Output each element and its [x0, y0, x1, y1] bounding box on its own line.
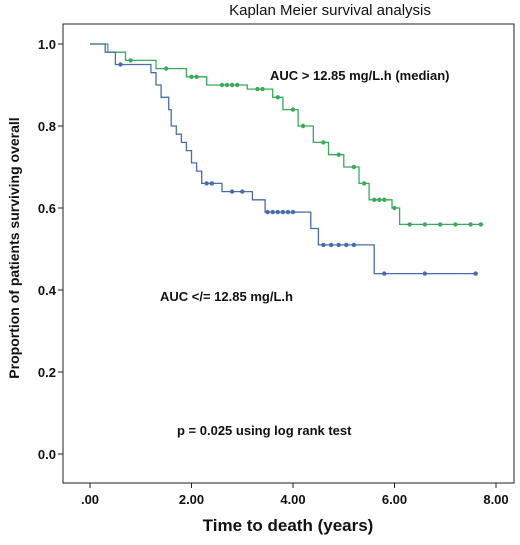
- censor-mark-high: [163, 66, 169, 71]
- censor-mark-high: [382, 197, 387, 202]
- y-axis-label: Proportion of patients surviving overall: [6, 117, 22, 378]
- censor-mark-high: [189, 74, 194, 80]
- y-tick-label: 0.6: [38, 201, 56, 216]
- censor-mark-low: [229, 189, 235, 194]
- censor-mark-low: [290, 209, 296, 215]
- censor-mark-high: [453, 222, 458, 227]
- censor-mark-low: [275, 209, 280, 215]
- censor-mark-low: [351, 242, 357, 248]
- censor-mark-high: [219, 82, 225, 88]
- censor-mark-high: [336, 152, 341, 157]
- survival-curves: [90, 43, 484, 276]
- censor-mark-low: [328, 242, 334, 248]
- annotation-high-auc: AUC > 12.85 mg/L.h (median): [270, 68, 450, 83]
- censor-mark-low: [321, 242, 326, 248]
- censor-mark-high: [260, 86, 265, 92]
- censor-mark-low: [118, 62, 123, 67]
- y-tick-label: 0.8: [38, 119, 56, 134]
- censor-mark-low: [265, 209, 270, 215]
- annotation-pvalue: p = 0.025 using log rank test: [177, 423, 352, 438]
- x-tick-label: 8.00: [483, 492, 508, 507]
- censor-mark-high: [407, 222, 412, 227]
- censor-mark-high: [321, 140, 326, 145]
- censor-mark-high: [255, 86, 260, 92]
- censor-mark-low: [422, 271, 428, 276]
- censor-mark-high: [290, 107, 296, 112]
- censor-mark-high: [194, 74, 199, 80]
- censor-mark-low: [382, 271, 387, 276]
- x-tick-label: 4.00: [280, 492, 305, 507]
- y-tick-label: 0.0: [38, 447, 56, 462]
- x-tick-label: 2.00: [179, 492, 204, 507]
- censor-mark-high: [275, 95, 280, 100]
- censor-mark-high: [128, 58, 133, 63]
- x-tick-label: .00: [81, 492, 99, 507]
- annotation-low-auc: AUC </= 12.85 mg/L.h: [160, 289, 293, 304]
- censor-mark-high: [361, 181, 367, 186]
- censor-mark-low: [204, 181, 209, 186]
- censor-mark-high: [372, 197, 377, 202]
- censor-mark-high: [478, 222, 483, 227]
- censor-mark-high: [377, 197, 382, 202]
- censor-mark-high: [392, 205, 397, 211]
- censor-mark-low: [285, 209, 291, 215]
- censor-mark-low: [270, 209, 275, 215]
- censor-mark-low: [240, 189, 245, 194]
- chart-title: Kaplan Meier survival analysis: [229, 2, 431, 19]
- censor-mark-low: [344, 242, 349, 248]
- censor-mark-low: [336, 242, 341, 248]
- censor-mark-high: [351, 164, 357, 170]
- x-tick-label: 6.00: [382, 492, 407, 507]
- y-tick-label: 1.0: [38, 37, 56, 52]
- y-axis: 0.0 0.2 0.4 0.6 0.8 1.0: [38, 37, 63, 462]
- x-axis: .00 2.00 4.00 6.00 8.00: [81, 483, 509, 507]
- plot-frame: [62, 23, 515, 484]
- censor-mark-low: [209, 181, 214, 186]
- censor-mark-high: [224, 82, 230, 88]
- censor-mark-high: [422, 222, 428, 227]
- x-axis-label: Time to death (years): [203, 516, 374, 535]
- y-tick-label: 0.2: [38, 365, 56, 380]
- survival-line-high: [90, 43, 484, 226]
- y-tick-label: 0.4: [38, 283, 57, 298]
- censor-mark-high: [300, 123, 306, 129]
- censor-mark-low: [280, 209, 286, 215]
- censor-mark-low: [473, 271, 478, 276]
- censor-mark-high: [235, 82, 240, 88]
- censor-mark-high: [468, 222, 473, 227]
- censor-mark-high: [229, 82, 235, 88]
- censor-mark-high: [438, 222, 443, 227]
